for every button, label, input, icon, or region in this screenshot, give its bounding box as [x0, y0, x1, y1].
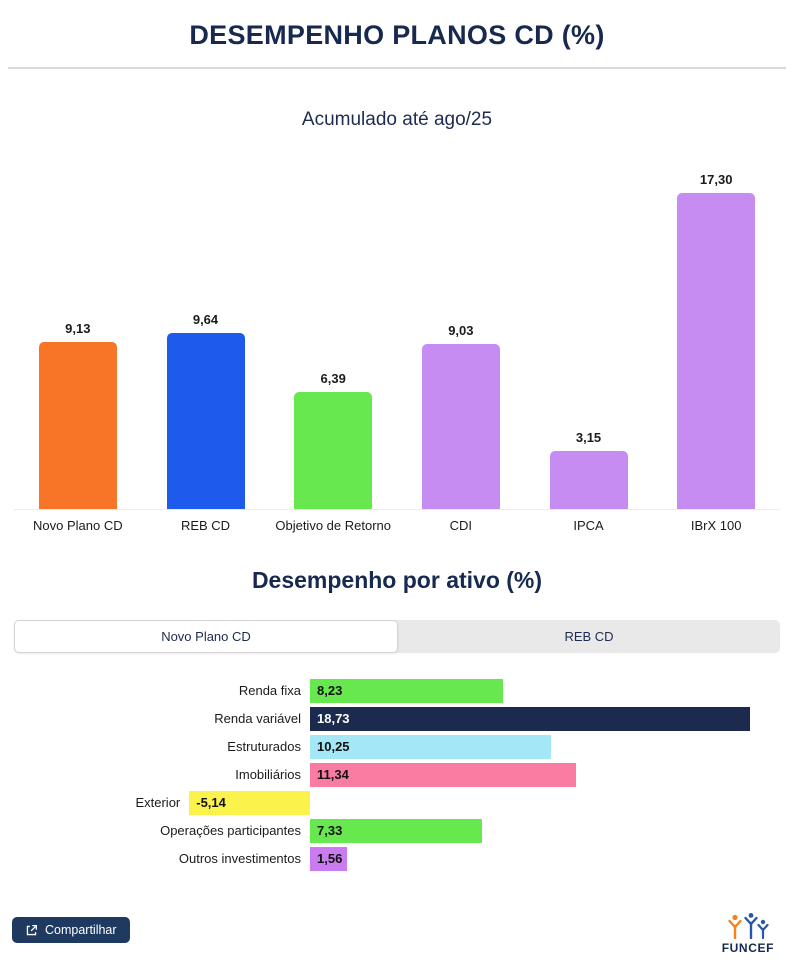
- category-label: Objetivo de Retorno: [275, 518, 391, 533]
- bar-value-label: 6,39: [320, 371, 346, 386]
- category-label: CDI: [449, 518, 473, 533]
- hbar-row-imobiliarios: Imobiliários 11,34: [0, 761, 794, 789]
- bar-value-label: 18,73: [317, 711, 350, 726]
- asset-label: Exterior: [135, 795, 181, 810]
- asset-label: Renda fixa: [238, 683, 301, 698]
- category-label: REB CD: [180, 518, 231, 533]
- share-button[interactable]: Compartilhar: [12, 917, 130, 943]
- share-icon: [26, 924, 38, 935]
- bar-outros-investimentos: [310, 847, 347, 871]
- bar-value-label: 3,15: [575, 430, 602, 445]
- funcef-logo-icon: [728, 913, 769, 939]
- tab-reb-cd[interactable]: REB CD: [564, 629, 614, 644]
- category-label: IBrX 100: [690, 518, 742, 533]
- plan-tabs: Novo Plano CD REB CD: [14, 620, 780, 653]
- hbar-row-renda-fixa: Renda fixa 8,23: [0, 677, 794, 705]
- hbar-row-estruturados: Estruturados 10,25: [0, 733, 794, 761]
- header-divider: [8, 67, 786, 69]
- bar-ipca: [549, 451, 628, 509]
- asset-label: Operações participantes: [160, 823, 301, 838]
- bar-value-label: 9,64: [192, 312, 219, 327]
- share-button-label: Compartilhar: [45, 923, 117, 937]
- bar-reb-cd: [166, 333, 245, 509]
- bar-value-label: 17,30: [699, 172, 733, 187]
- page-title: DESEMPENHO PLANOS CD (%): [189, 20, 605, 50]
- vbar-group-novo-plano-cd: 9,13 Novo Plano CD: [14, 167, 142, 533]
- asset-label: Estruturados: [227, 739, 301, 754]
- vertical-bar-chart: 9,13 Novo Plano CD 9,64 REB CD 6,39 Objetivo …: [0, 167, 794, 533]
- bar-imobiliarios: [310, 763, 577, 787]
- chart-baseline: [14, 509, 780, 510]
- bar-renda-fixa: [310, 679, 504, 703]
- vbar-group-ibrx-100: 17,30 IBrX 100: [652, 167, 780, 533]
- bar-exterior: [189, 791, 310, 815]
- bar-value-label: 10,25: [317, 739, 350, 754]
- bar-value-label: 9,03: [448, 323, 474, 338]
- vbar-group-reb-cd: 9,64 REB CD: [142, 167, 270, 533]
- asset-label: Outros investimentos: [178, 851, 301, 866]
- category-label: Novo Plano CD: [33, 518, 123, 533]
- hbar-row-renda-variavel: Renda variável 18,73: [0, 705, 794, 733]
- vbar-group-objetivo-de-retorno: 6,39 Objetivo de Retorno: [269, 167, 397, 533]
- bar-cdi: [421, 344, 500, 509]
- funcef-logo-text: FUNCEF: [721, 941, 774, 955]
- hbar-row-outros-investimentos: Outros investimentos 1,56: [0, 845, 794, 873]
- bar-estruturados: [310, 735, 551, 759]
- bar-value-label: 11,34: [317, 767, 349, 782]
- hbar-row-exterior: Exterior -5,14: [0, 789, 794, 817]
- bar-value-label: 1,56: [317, 851, 343, 866]
- vbar-group-ipca: 3,15 IPCA: [525, 167, 653, 533]
- chart-subtitle: Acumulado até ago/25: [301, 109, 493, 130]
- bar-operacoes-participantes: [310, 819, 483, 843]
- asset-performance-section: Desempenho por ativo (%) Novo Plano CD R…: [0, 567, 794, 873]
- bar-value-label: -5,14: [196, 795, 226, 810]
- bar-objetivo-de-retorno: [294, 392, 373, 509]
- overview-chart-section: Acumulado até ago/25 9,13 Novo Plano CD 9,…: [0, 109, 794, 533]
- page-header: DESEMPENHO PLANOS CD (%): [0, 0, 794, 69]
- category-label: IPCA: [573, 518, 604, 533]
- asset-label: Imobiliários: [235, 767, 301, 782]
- funcef-logo: FUNCEF: [722, 913, 774, 955]
- asset-label: Renda variável: [214, 711, 301, 726]
- tab-novo-plano-cd[interactable]: Novo Plano CD: [14, 620, 398, 653]
- section-title: Desempenho por ativo (%): [251, 567, 543, 593]
- bar-ibrx-100: [677, 193, 756, 509]
- horizontal-bar-chart: Renda fixa 8,23 Renda variável 18,73 Estrutu…: [0, 677, 794, 873]
- bar-value-label: 8,23: [317, 683, 343, 698]
- bar-novo-plano-cd: [38, 342, 117, 509]
- hbar-row-operacoes-participantes: Operações participantes 7,33: [0, 817, 794, 845]
- bar-value-label: 7,33: [317, 823, 343, 838]
- bar-renda-variavel: [310, 707, 750, 731]
- page-footer: Compartilhar FUNCEF: [0, 913, 794, 955]
- vbar-group-cdi: 9,03 CDI: [397, 167, 525, 533]
- bar-value-label: 9,13: [65, 321, 91, 336]
